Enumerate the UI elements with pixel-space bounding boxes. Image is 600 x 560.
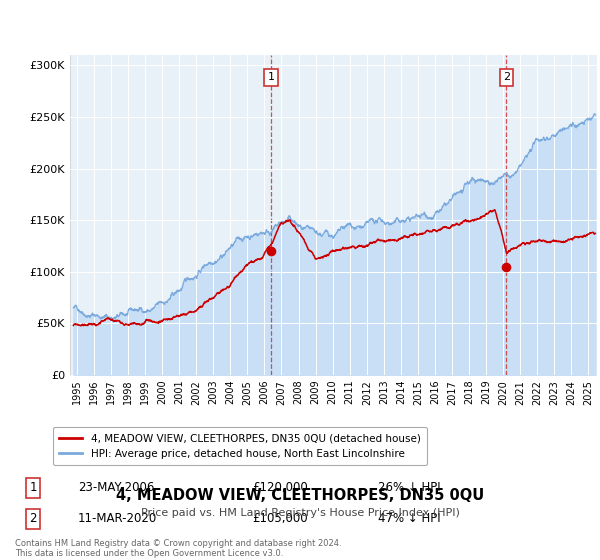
Text: £120,000: £120,000: [252, 481, 308, 494]
Point: [266, 246, 276, 255]
Text: 26% ↓ HPI: 26% ↓ HPI: [378, 481, 440, 494]
Text: 47% ↓ HPI: 47% ↓ HPI: [378, 512, 440, 525]
Legend: 4, MEADOW VIEW, CLEETHORPES, DN35 0QU (detached house), HPI: Average price, deta: 4, MEADOW VIEW, CLEETHORPES, DN35 0QU (d…: [53, 427, 427, 465]
Point: [502, 262, 511, 271]
Text: Price paid vs. HM Land Registry's House Price Index (HPI): Price paid vs. HM Land Registry's House …: [140, 508, 460, 518]
Text: 23-MAY-2006: 23-MAY-2006: [78, 481, 154, 494]
Text: 4, MEADOW VIEW, CLEETHORPES, DN35 0QU: 4, MEADOW VIEW, CLEETHORPES, DN35 0QU: [116, 488, 484, 503]
Text: 1: 1: [29, 481, 37, 494]
Text: 1: 1: [268, 72, 275, 82]
Text: £105,000: £105,000: [252, 512, 308, 525]
Text: This data is licensed under the Open Government Licence v3.0.: This data is licensed under the Open Gov…: [15, 548, 283, 558]
Text: Contains HM Land Registry data © Crown copyright and database right 2024.: Contains HM Land Registry data © Crown c…: [15, 539, 341, 548]
Text: 2: 2: [503, 72, 510, 82]
Text: 2: 2: [29, 512, 37, 525]
Text: 11-MAR-2020: 11-MAR-2020: [78, 512, 157, 525]
